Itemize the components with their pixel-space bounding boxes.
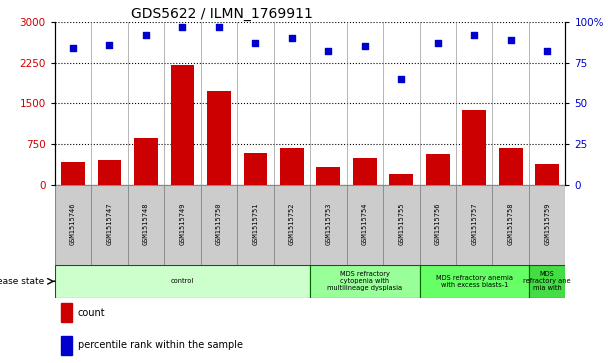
Text: GSM1515746: GSM1515746 <box>70 202 76 245</box>
Text: GSM1515748: GSM1515748 <box>143 202 149 245</box>
Bar <box>426 154 449 185</box>
Bar <box>61 162 85 185</box>
Point <box>542 48 552 54</box>
Point <box>323 48 333 54</box>
Point <box>250 40 260 46</box>
Bar <box>316 167 340 185</box>
Text: MDS refractory anemia
with excess blasts-1: MDS refractory anemia with excess blasts… <box>436 275 513 288</box>
Point <box>506 37 516 43</box>
Bar <box>55 185 91 265</box>
Bar <box>170 65 194 185</box>
Point <box>360 44 370 49</box>
Text: count: count <box>78 308 105 318</box>
Text: GSM1515756: GSM1515756 <box>435 202 441 245</box>
Bar <box>456 185 492 265</box>
Text: GSM1515750: GSM1515750 <box>216 202 222 245</box>
Bar <box>535 164 559 185</box>
Text: GSM1515757: GSM1515757 <box>471 202 477 245</box>
Bar <box>310 185 347 265</box>
Bar <box>389 174 413 185</box>
Text: GSM1515753: GSM1515753 <box>325 202 331 245</box>
Point <box>469 32 479 38</box>
Text: GSM1515755: GSM1515755 <box>398 202 404 245</box>
Bar <box>353 158 376 185</box>
Bar <box>420 265 529 298</box>
Text: GSM1515749: GSM1515749 <box>179 202 185 245</box>
Text: percentile rank within the sample: percentile rank within the sample <box>78 340 243 350</box>
Point <box>105 42 114 48</box>
Point <box>396 76 406 82</box>
Text: GDS5622 / ILMN_1769911: GDS5622 / ILMN_1769911 <box>131 7 313 21</box>
Text: GSM1515759: GSM1515759 <box>544 202 550 245</box>
Bar <box>462 110 486 185</box>
Bar <box>237 185 274 265</box>
Bar <box>499 148 522 185</box>
Point <box>68 45 78 51</box>
Bar <box>97 160 121 185</box>
Bar <box>280 148 303 185</box>
Point <box>433 40 443 46</box>
Bar <box>274 185 310 265</box>
Bar <box>492 185 529 265</box>
Text: GSM1515751: GSM1515751 <box>252 202 258 245</box>
Bar <box>383 185 420 265</box>
Text: GSM1515747: GSM1515747 <box>106 202 112 245</box>
Text: GSM1515752: GSM1515752 <box>289 202 295 245</box>
Bar <box>128 185 164 265</box>
Bar <box>61 303 72 322</box>
Bar <box>347 185 383 265</box>
Point <box>287 35 297 41</box>
Point <box>214 24 224 30</box>
Bar <box>529 185 565 265</box>
Bar <box>420 185 456 265</box>
Bar <box>164 185 201 265</box>
Point <box>178 24 187 30</box>
Text: MDS refractory
cytopenia with
multilineage dysplasia: MDS refractory cytopenia with multilinea… <box>327 271 402 291</box>
Bar <box>134 138 157 185</box>
Text: GSM1515758: GSM1515758 <box>508 202 514 245</box>
Text: control: control <box>171 278 194 284</box>
Point <box>141 32 151 38</box>
Bar <box>61 335 72 355</box>
Text: GSM1515754: GSM1515754 <box>362 202 368 245</box>
Bar <box>207 91 230 185</box>
Bar <box>529 265 565 298</box>
Bar <box>243 153 267 185</box>
Bar <box>201 185 237 265</box>
Text: disease state: disease state <box>0 277 44 286</box>
Bar <box>91 185 128 265</box>
Text: MDS
refractory ane
mia with: MDS refractory ane mia with <box>523 271 571 291</box>
Bar <box>55 265 310 298</box>
Bar <box>310 265 420 298</box>
